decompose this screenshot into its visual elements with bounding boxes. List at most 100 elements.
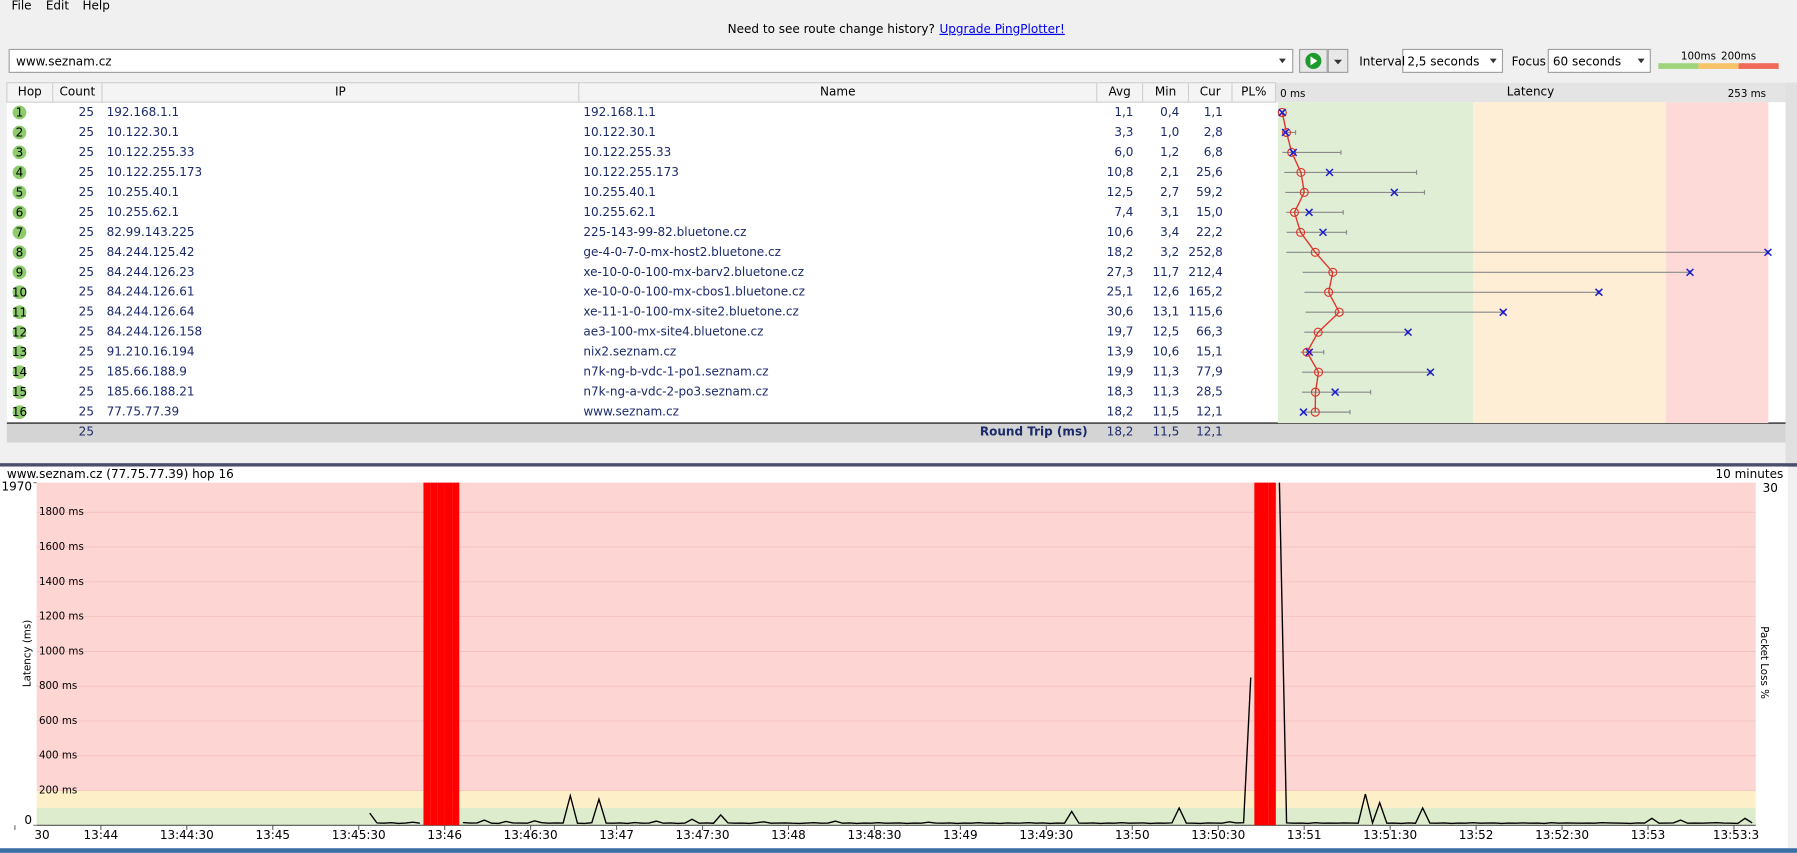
avg-marker (1313, 327, 1323, 337)
cur: 115,6 (1188, 305, 1222, 319)
splitter[interactable] (0, 463, 1797, 467)
focus-combobox[interactable] (1547, 48, 1651, 73)
host-name: 10.255.40.1 (583, 185, 656, 199)
avg-marker (1277, 107, 1287, 118)
hop: 16 (12, 405, 27, 419)
hop-badge (12, 265, 27, 280)
graph-title: www.seznam.cz (77.75.77.39) hop 16 (7, 467, 234, 481)
count: 25 (79, 125, 94, 139)
scrollbar[interactable] (1785, 82, 1797, 466)
y-tick-label: 400 ms (39, 750, 77, 762)
min: 13,1 (1153, 305, 1180, 319)
count: 25 (79, 205, 94, 219)
min: 10,6 (1153, 345, 1180, 359)
avg: 19,7 (1107, 325, 1134, 339)
menu-item[interactable]: Edit (46, 0, 70, 12)
y2-tick-label: 30 (1763, 481, 1778, 495)
min: 12,5 (1153, 325, 1180, 339)
focus-value: 60 seconds (1553, 55, 1621, 69)
summary-cur: 12,1 (1196, 425, 1223, 439)
hop: 14 (12, 365, 27, 379)
column-header[interactable]: Avg (1109, 84, 1131, 98)
avg-marker (1310, 387, 1321, 397)
upgrade-link[interactable]: Upgrade PingPlotter! (940, 21, 1065, 35)
min: 0,4 (1160, 105, 1179, 119)
host-name: xe-10-0-0-100-mx-cbos1.bluetone.cz (583, 285, 805, 299)
avg-marker (1296, 227, 1306, 237)
count: 25 (79, 245, 94, 259)
ip: 84.244.126.158 (107, 325, 203, 339)
column-header[interactable]: Name (820, 84, 855, 98)
packet-loss-bar (1261, 482, 1269, 826)
column-header[interactable]: PL% (1241, 84, 1266, 98)
target-value: www.seznam.cz (16, 55, 112, 69)
ip: 77.75.77.39 (107, 405, 180, 419)
x-tick-label: 13:45 (255, 828, 290, 842)
host-name: nix2.seznam.cz (583, 345, 676, 359)
x-tick-label: 13:50 (1115, 828, 1150, 842)
avg: 3,3 (1114, 125, 1133, 139)
hop: 2 (16, 126, 24, 140)
host-name: xe-11-1-0-100-mx-site2.bluetone.cz (583, 305, 798, 319)
y-tick-label: 1000 ms (39, 645, 84, 657)
zone-red (36, 482, 1756, 791)
scale-red (1738, 63, 1779, 69)
cur: 2,8 (1204, 125, 1223, 139)
cur: 25,6 (1196, 165, 1223, 179)
cur: 22,2 (1196, 225, 1223, 239)
x-tick-label: 13:44:30 (160, 828, 214, 842)
dropdown-arrow (1637, 58, 1645, 64)
avg: 27,3 (1107, 265, 1134, 279)
cur: 1,1 (1204, 105, 1223, 119)
cur: 6,8 (1204, 145, 1223, 159)
x-tick-label: 13:49 (943, 828, 978, 842)
cur-marker (1594, 288, 1603, 297)
cur-marker (1390, 188, 1399, 197)
y-tick-label: 1600 ms (39, 541, 84, 553)
column-header[interactable]: Hop (18, 84, 42, 98)
menu-item[interactable]: Help (83, 0, 110, 12)
hop-badge (12, 385, 27, 400)
min: 11,3 (1153, 365, 1180, 379)
target-combobox[interactable] (8, 48, 1294, 73)
ip: 91.210.16.194 (107, 345, 195, 359)
cur-marker (1289, 148, 1298, 157)
count: 25 (79, 145, 94, 159)
interval-value: 2,5 seconds (1407, 55, 1479, 69)
zone-orange (1473, 102, 1667, 424)
table-header (6, 82, 1277, 103)
column-header[interactable]: Latency (1507, 84, 1555, 98)
min: 3,2 (1160, 245, 1179, 259)
cur-marker (1299, 408, 1308, 417)
min: 11,7 (1153, 265, 1180, 279)
host-name: 225-143-99-82.bluetone.cz (583, 225, 746, 239)
avg-marker (1328, 267, 1338, 277)
ip: 82.99.143.225 (107, 225, 195, 239)
hop-badge (12, 325, 27, 340)
ip: 84.244.126.64 (107, 305, 195, 319)
hop-badge (12, 365, 27, 380)
hop-badge (12, 225, 27, 240)
min: 3,1 (1160, 205, 1179, 219)
hop-badge (12, 345, 27, 360)
avg-marker (1281, 127, 1292, 138)
avg: 18,3 (1107, 385, 1134, 399)
column-header[interactable]: IP (335, 84, 346, 98)
latency-min-label: 0 ms (1280, 88, 1305, 100)
column-header[interactable]: Cur (1200, 84, 1221, 98)
column-header[interactable]: Min (1155, 84, 1176, 98)
x-tick-label: 13:51 (1287, 828, 1322, 842)
cur-marker (1426, 368, 1435, 377)
avg-marker (1310, 407, 1320, 417)
packet-loss-bar (444, 482, 453, 826)
banner: Need to see route change history? Upgrade… (728, 21, 1065, 35)
hop-badge (12, 205, 27, 220)
ip: 10.122.255.173 (107, 165, 203, 179)
scale-label: 200ms (1721, 50, 1756, 62)
column-header[interactable]: Count (60, 84, 96, 98)
cur: 252,8 (1188, 245, 1222, 259)
menu-item[interactable]: File (11, 0, 31, 12)
avg-marker (1287, 147, 1297, 158)
interval-combobox[interactable] (1402, 48, 1504, 73)
